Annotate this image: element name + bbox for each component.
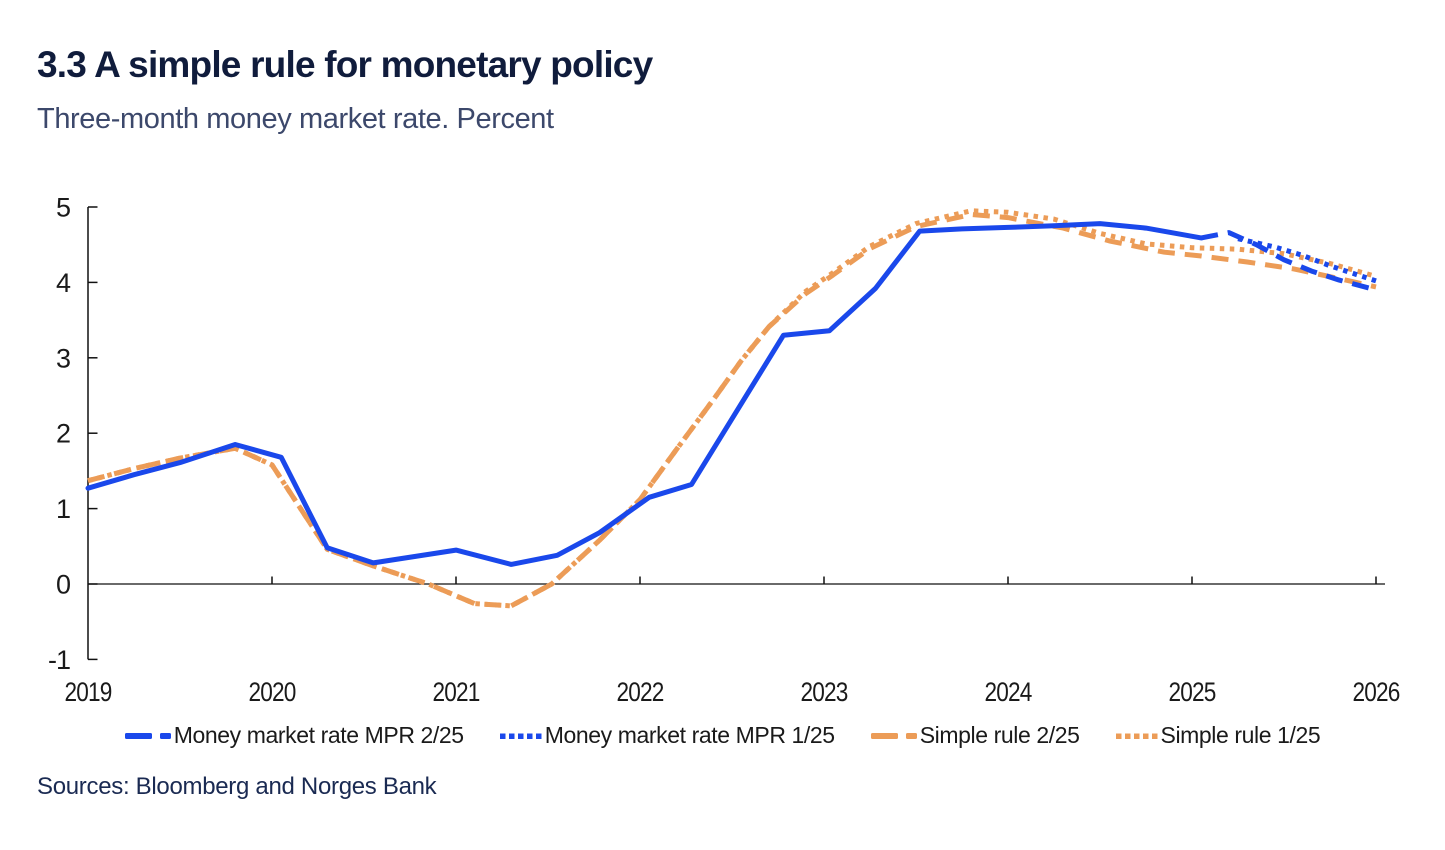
sources-note: Sources: Bloomberg and Norges Bank (37, 773, 437, 800)
legend-label: Money market rate MPR 1/25 (544, 722, 835, 748)
dotted-line-legend-icon (499, 733, 542, 739)
y-axis-tick-label: 0 (56, 570, 70, 600)
legend-label: Simple rule 1/25 (1160, 722, 1321, 748)
x-axis-tick-label: 2020 (249, 677, 296, 707)
x-axis-tick-label: 2026 (1353, 677, 1400, 707)
chart-subtitle: Three-month money market rate. Percent (37, 103, 554, 135)
dashed-line-legend-icon (124, 732, 171, 739)
y-axis-tick-label: 5 (56, 193, 70, 223)
dashed-line-legend-icon (870, 732, 917, 739)
legend-label: Money market rate MPR 2/25 (173, 722, 464, 748)
y-axis-tick-label: -1 (48, 645, 70, 675)
y-axis-tick-label: 1 (56, 494, 70, 524)
x-axis-tick-label: 2025 (1169, 677, 1216, 707)
x-axis: 2019 2020 2021 2022 2023 2024 2025 2026 (65, 576, 1401, 707)
series-line-money-market-rate-mpr-1-25-dotted (1237, 236, 1377, 284)
chart-legend: Money market rate MPR 2/25 Money market … (70, 722, 1375, 749)
y-axis-tick-label: 2 (56, 419, 70, 449)
series-line-money-market-rate-mpr-2-25-solid (85, 221, 1204, 567)
y-axis-tick-label: 3 (56, 343, 70, 373)
x-axis-tick-label: 2021 (433, 677, 480, 707)
chart-title: 3.3 A simple rule for monetary policy (37, 44, 653, 85)
x-axis-tick-label: 2022 (617, 677, 664, 707)
series-line-simple-rule-1-25-dotted (87, 208, 1377, 609)
x-axis-tick-label: 2024 (985, 677, 1033, 707)
y-axis-tick-label: 4 (56, 268, 71, 298)
legend-item-simple-rule-1-25: Simple rule 1/25 (1115, 722, 1321, 749)
series-line-simple-rule-2-25-dashed (87, 212, 1377, 609)
x-axis-tick-label: 2019 (65, 677, 112, 707)
legend-item-simple-rule-2-25: Simple rule 2/25 (870, 722, 1080, 749)
legend-item-money-market-rate-mpr-2-25: Money market rate MPR 2/25 (124, 722, 464, 749)
legend-item-money-market-rate-mpr-1-25: Money market rate MPR 1/25 (499, 722, 835, 749)
series-line-money-market-rate-mpr-2-25-dashed (1200, 230, 1377, 293)
dotted-line-legend-icon (1115, 733, 1157, 739)
legend-label: Simple rule 2/25 (919, 722, 1080, 748)
y-axis: -1 0 1 2 3 4 5 (48, 193, 98, 675)
x-axis-tick-label: 2023 (801, 677, 848, 707)
